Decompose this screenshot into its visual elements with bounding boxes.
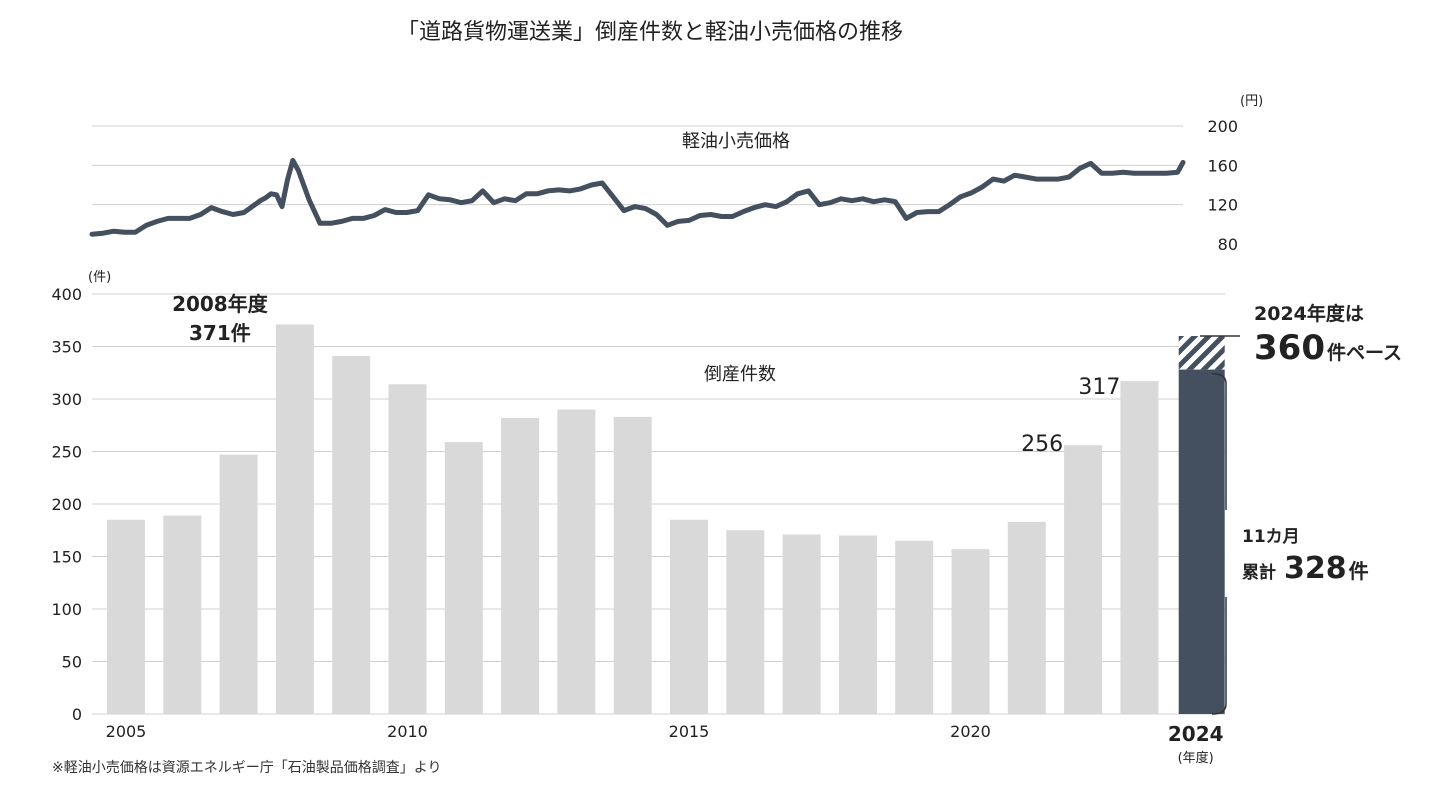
pace-number: 360 bbox=[1254, 328, 1325, 368]
bar-2021 bbox=[1007, 521, 1046, 714]
x-tick-label: 2020 bbox=[950, 722, 991, 741]
price-tick-label: 120 bbox=[1207, 196, 1238, 215]
chart-title: 「道路貨物運送業」倒産件数と軽油小売価格の推移 bbox=[396, 20, 903, 45]
bar-2017 bbox=[782, 534, 821, 714]
bar-tick-label: 150 bbox=[51, 548, 82, 567]
bar-2013 bbox=[557, 409, 596, 714]
bar-2015 bbox=[670, 519, 708, 714]
bar-2020 bbox=[951, 549, 990, 714]
label-2008-year: 2008年度 bbox=[172, 292, 269, 316]
price-series-label: 軽油小売価格 bbox=[682, 131, 790, 152]
bar-tick-label: 350 bbox=[51, 338, 82, 357]
label-2008-value: 371件 bbox=[189, 321, 251, 345]
bar-2023 bbox=[1120, 381, 1159, 714]
cumulative-annotation: 累計 328 件 bbox=[1242, 551, 1369, 586]
bar-2012 bbox=[501, 417, 540, 714]
label-2022-value: 256 bbox=[1021, 432, 1063, 457]
price-axis-unit: (円) bbox=[1240, 94, 1263, 109]
price-tick-label: 80 bbox=[1218, 235, 1238, 254]
footnote: ※軽油小売価格は資源エネルギー庁「石油製品価格調査」より bbox=[52, 760, 442, 776]
bar-2011 bbox=[444, 442, 483, 714]
bar-axis-unit: (件) bbox=[88, 270, 111, 285]
x-tick-label: 2005 bbox=[106, 722, 147, 741]
cumulative-line1: 11カ月 bbox=[1242, 527, 1300, 547]
cumulative-suffix: 件 bbox=[1349, 559, 1369, 583]
bar-2024-cumulative bbox=[1178, 369, 1225, 714]
pace-suffix: 件ペース bbox=[1327, 341, 1402, 364]
x-tick-label: 2015 bbox=[669, 722, 710, 741]
price-tick-label: 200 bbox=[1207, 117, 1238, 136]
bar-tick-label: 100 bbox=[51, 600, 82, 619]
bar-2009 bbox=[332, 355, 371, 714]
bar-2024-projection bbox=[1178, 336, 1225, 370]
cumulative-bracket bbox=[1211, 372, 1227, 715]
cumulative-prefix: 累計 bbox=[1242, 562, 1276, 583]
bar-tick-label: 0 bbox=[72, 705, 82, 724]
bar-2018 bbox=[838, 535, 877, 714]
x-tick-label: 2024 bbox=[1168, 722, 1224, 746]
x-axis-unit: (年度) bbox=[1178, 750, 1214, 766]
x-tick-label: 2010 bbox=[387, 722, 428, 741]
bar-tick-label: 300 bbox=[51, 390, 82, 409]
bar-2006 bbox=[163, 515, 202, 714]
pace-annotation-line1: 2024年度は bbox=[1254, 302, 1364, 325]
bar-2008 bbox=[275, 324, 314, 714]
price-line bbox=[89, 157, 1186, 237]
bar-tick-label: 400 bbox=[51, 285, 82, 304]
bar-2010 bbox=[388, 384, 427, 714]
cumulative-number: 328 bbox=[1284, 551, 1347, 586]
bar-series-label: 倒産件数 bbox=[704, 364, 776, 385]
bar-2016 bbox=[726, 530, 765, 714]
bar-2005 bbox=[107, 519, 145, 714]
price-tick-label: 160 bbox=[1207, 156, 1238, 175]
bar-2019 bbox=[895, 540, 934, 714]
bar-tick-label: 50 bbox=[62, 653, 82, 672]
bar-tick-label: 200 bbox=[51, 495, 82, 514]
bar-2014 bbox=[613, 416, 652, 714]
bar-2007 bbox=[219, 454, 258, 714]
bar-tick-label: 250 bbox=[51, 443, 82, 462]
pace-annotation: 360 件ペース bbox=[1254, 328, 1402, 368]
label-2023-value: 317 bbox=[1078, 375, 1120, 400]
bar-2022 bbox=[1064, 445, 1103, 714]
